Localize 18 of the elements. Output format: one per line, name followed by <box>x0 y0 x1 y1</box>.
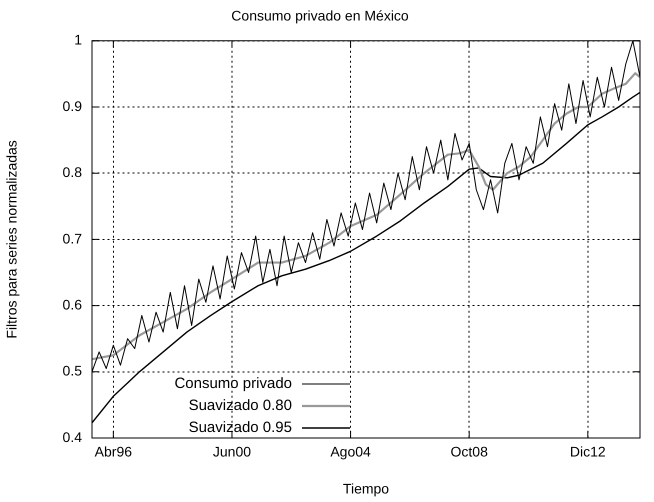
y-tick-label: 0.8 <box>62 164 82 180</box>
x-axis-title: Tiempo <box>342 480 390 496</box>
x-tick-label: Oct08 <box>450 443 488 460</box>
y-tick-label: 0.7 <box>62 230 82 246</box>
y-tick-label: 0.5 <box>62 362 82 379</box>
x-tick-label: Ago04 <box>330 443 372 460</box>
legend-label: Suavizado 0.95 <box>188 419 292 436</box>
x-tick-label: Abr96 <box>94 443 132 460</box>
y-tick-label: 0.6 <box>62 296 82 312</box>
y-tick-label: 1 <box>74 32 82 48</box>
y-axis-title: Filtros para series normalizadas <box>3 140 20 339</box>
legend-label: Consumo privado <box>174 375 292 392</box>
y-tick-label: 0.4 <box>62 428 82 445</box>
y-tick-label: 0.9 <box>62 98 82 114</box>
chart-title: Consumo privado en México <box>231 7 409 24</box>
x-tick-label: Dic12 <box>570 443 606 460</box>
x-tick-label: Jun00 <box>212 443 252 460</box>
legend-label: Suavizado 0.80 <box>188 397 292 414</box>
